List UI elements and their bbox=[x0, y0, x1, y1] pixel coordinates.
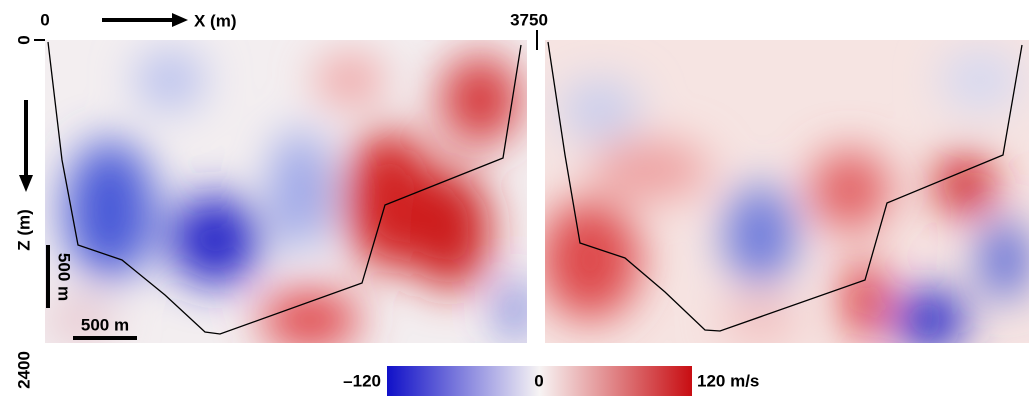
colorbar-max: 120 m/s bbox=[697, 371, 759, 390]
right-panel bbox=[545, 40, 1029, 343]
z-start: 0 bbox=[14, 35, 33, 44]
colorbar-mid: 0 bbox=[534, 371, 543, 390]
x-end: 3750 bbox=[510, 10, 548, 29]
colorbar-min: –120 bbox=[343, 371, 381, 390]
horizontal-scale-label: 500 m bbox=[81, 315, 129, 334]
z-arrowhead bbox=[19, 175, 33, 192]
x-label: X (m) bbox=[194, 11, 237, 30]
x-arrowhead bbox=[172, 13, 188, 27]
colorbar bbox=[387, 366, 692, 396]
vertical-scale-label: 500 m bbox=[55, 253, 74, 301]
x-start: 0 bbox=[40, 10, 49, 29]
z-label: Z (m) bbox=[14, 209, 33, 251]
z-end: 2400 bbox=[14, 351, 33, 389]
left-panel bbox=[45, 40, 527, 343]
